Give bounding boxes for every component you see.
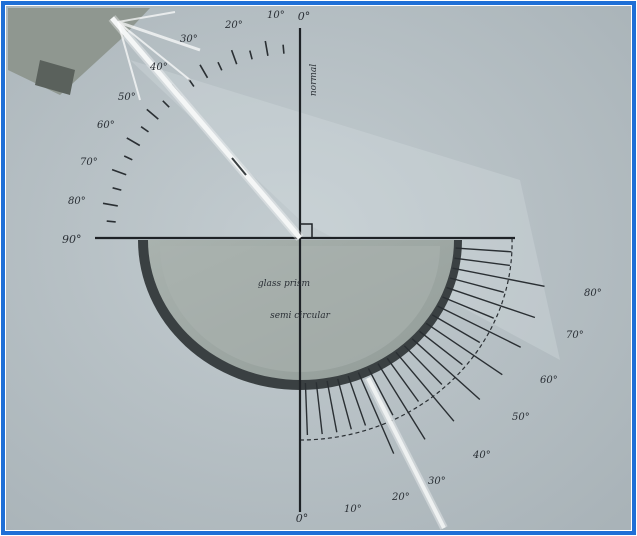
refracted-tick — [386, 357, 420, 402]
incident-label-70: 70° — [80, 157, 98, 168]
refracted-tick — [377, 363, 426, 440]
incident-tick — [264, 40, 269, 56]
refracted-label-50: 50° — [512, 412, 530, 423]
refracted-tick — [425, 322, 503, 376]
refracted-tick — [326, 380, 338, 433]
incident-label-20: 20° — [224, 20, 243, 31]
block-text-line1: glass prism — [258, 279, 310, 289]
incident-label-10: 10° — [267, 10, 285, 21]
refracted-tick — [419, 330, 463, 366]
incident-ray — [108, 15, 304, 241]
light-source-edge — [35, 60, 75, 95]
incident-tick — [282, 44, 285, 54]
refracted-tick — [437, 305, 522, 348]
refracted-tick — [431, 314, 481, 344]
incident-label-40: 40° — [149, 62, 168, 73]
refracted-scale-arc — [299, 237, 513, 441]
refracted-tick — [337, 378, 352, 430]
incident-tick — [102, 202, 118, 207]
incident-tick — [249, 50, 253, 60]
refracted-tick — [347, 375, 367, 426]
incident-label-80: 80° — [68, 196, 86, 207]
incident-tick — [230, 49, 238, 65]
normal-axis-label: normal — [309, 64, 319, 96]
bottom-zero-label: 0° — [296, 512, 309, 525]
refracted-label-60: 60° — [540, 375, 558, 386]
incident-label-30: 30° — [180, 34, 198, 45]
incident-scale — [102, 40, 285, 223]
refracted-tick — [403, 345, 443, 385]
incident-tick — [106, 220, 116, 223]
refracted-tick — [449, 277, 504, 293]
incident-label-50: 50° — [118, 92, 136, 103]
refracted-tick — [357, 372, 395, 454]
refracted-tick — [452, 267, 545, 287]
incident-tick — [217, 61, 223, 71]
refracted-tick — [367, 368, 394, 416]
refracted-label-40: 40° — [472, 450, 491, 461]
incident-label-60: 60° — [97, 120, 115, 131]
incident-tick — [199, 64, 209, 79]
refracted-tick — [446, 286, 536, 319]
incident-tick — [112, 187, 122, 191]
right-angle-marker — [299, 223, 313, 239]
refracted-tick — [411, 338, 481, 401]
refracted-scale — [299, 237, 545, 454]
incident-tick — [146, 108, 159, 120]
refracted-label-20: 20° — [391, 492, 410, 503]
refracted-tick — [455, 247, 512, 253]
incident-tick — [123, 155, 133, 161]
light-glare — [117, 11, 201, 101]
refracted-label-10: 10° — [344, 504, 362, 515]
incident-tick — [162, 100, 170, 108]
refracted-tick — [442, 296, 494, 319]
left-ninety-label: 90° — [62, 233, 82, 246]
refracted-label-80: 80° — [584, 288, 602, 299]
incident-tick — [111, 168, 127, 176]
refracted-tick — [454, 257, 510, 267]
incident-tick — [140, 126, 149, 133]
incident-tick — [126, 137, 141, 147]
top-zero-label: 0° — [298, 10, 311, 23]
refracted-tick — [315, 382, 323, 435]
block-text-line2: semi circular — [270, 311, 331, 321]
refracted-tick — [304, 382, 309, 436]
refracted-label-30: 30° — [428, 476, 446, 487]
refracted-label-70: 70° — [566, 330, 584, 341]
refracted-ray — [364, 376, 448, 530]
refracted-tick — [395, 351, 455, 422]
